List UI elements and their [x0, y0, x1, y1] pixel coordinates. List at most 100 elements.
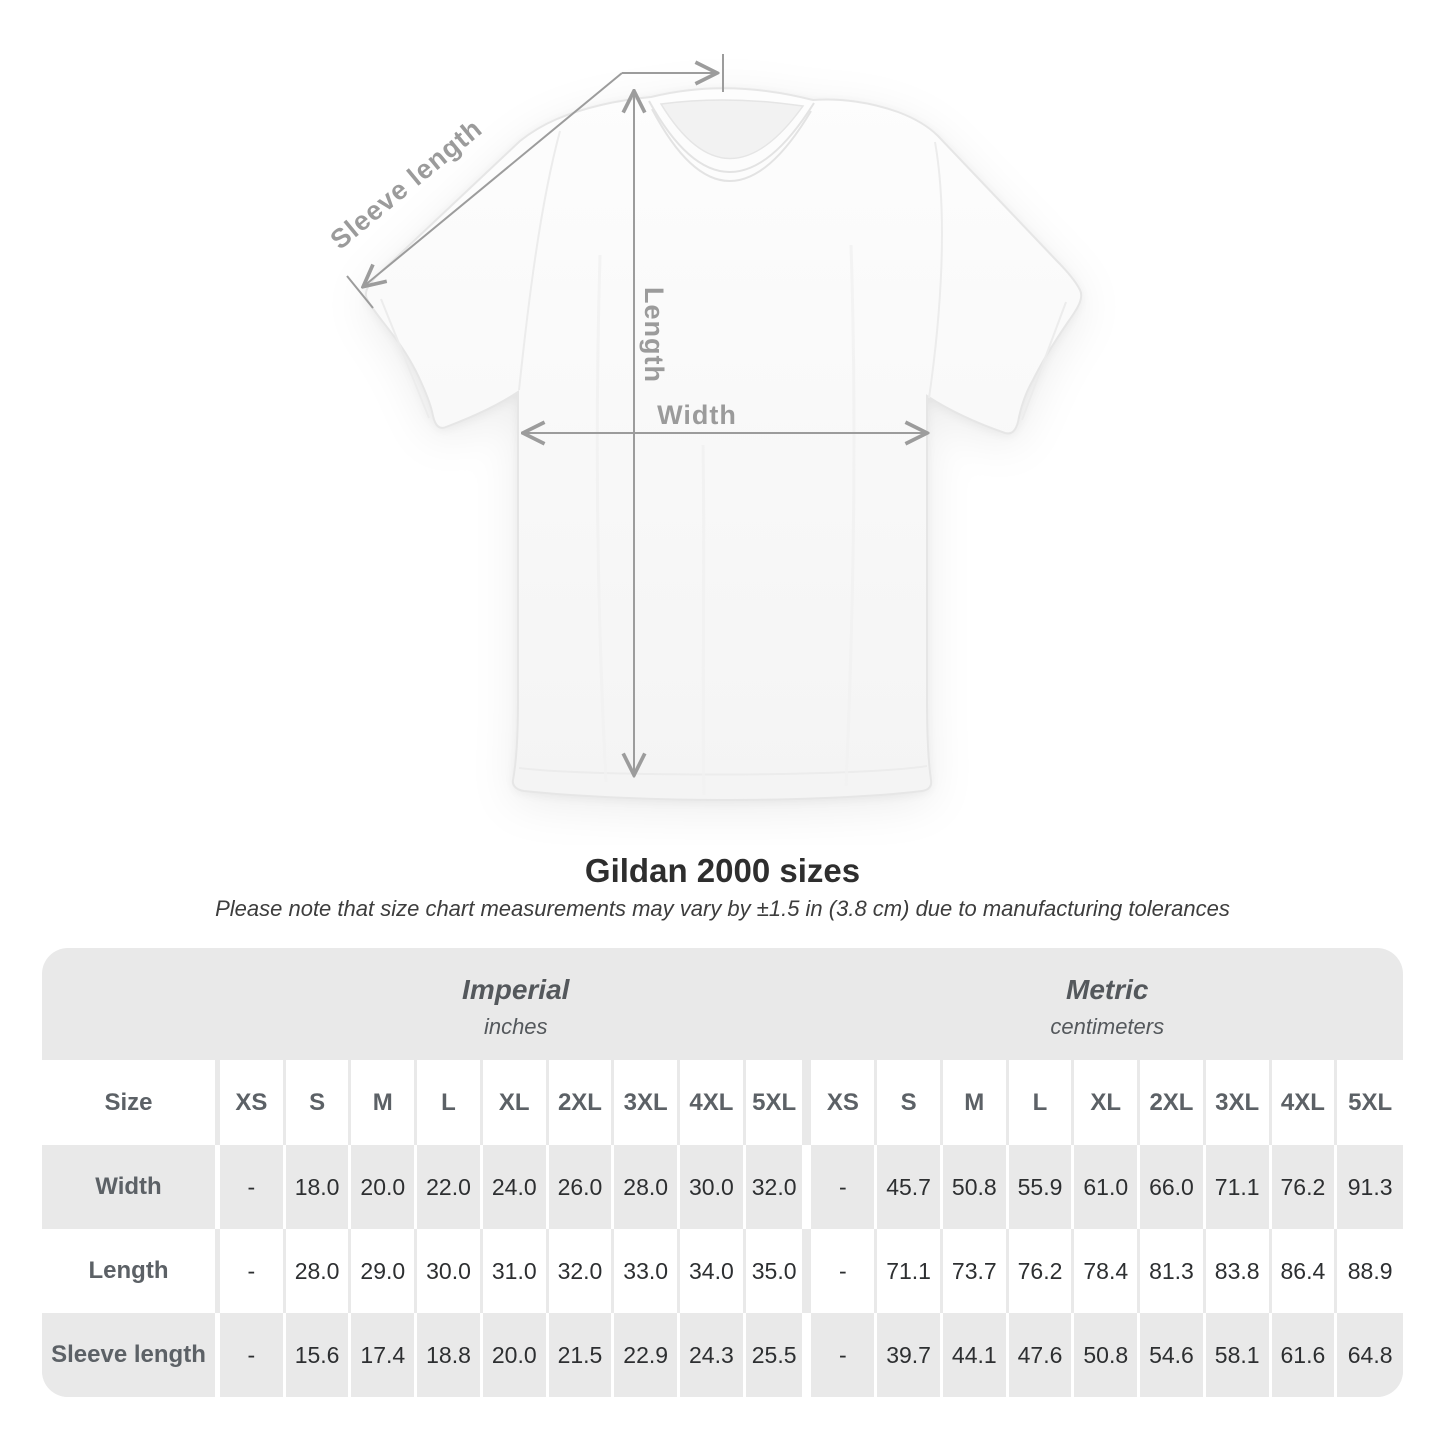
size-header-cell: L: [1008, 1060, 1075, 1145]
measurement-cell: 45.7: [877, 1145, 943, 1229]
tolerance-note: Please note that size chart measurements…: [215, 896, 1230, 921]
measurement-cell: 24.0: [482, 1145, 549, 1229]
measurement-cell: -: [220, 1229, 286, 1313]
measurement-cell: 18.0: [285, 1145, 352, 1229]
imperial-unit: inches: [483, 1014, 548, 1039]
measurement-cell: 17.4: [351, 1313, 418, 1397]
measurement-cell: 64.8: [1337, 1313, 1403, 1397]
measurement-cell: 28.0: [614, 1145, 681, 1229]
length-label: Length: [639, 287, 669, 383]
measurement-cell: 83.8: [1205, 1229, 1272, 1313]
measurement-cell: 55.9: [1008, 1145, 1075, 1229]
measurement-cell: 81.3: [1140, 1229, 1206, 1313]
measurement-cell: 50.8: [942, 1145, 1009, 1229]
row-label-cell: Sleeve length: [42, 1313, 220, 1397]
row-label-cell: Width: [42, 1145, 220, 1229]
band-spacer: [42, 948, 220, 1060]
measurement-cell: 39.7: [877, 1313, 943, 1397]
measurement-cell: 88.9: [1337, 1229, 1403, 1313]
measurement-cell: 15.6: [285, 1313, 352, 1397]
measurement-cell: 76.2: [1271, 1145, 1338, 1229]
size-table-grid: Size XS S M L XL 2XL 3XL 4XL 5XL XS S M L XL 2XL 3XL 4XL 5…: [42, 1060, 1403, 1397]
measurement-cell: 73.7: [942, 1229, 1009, 1313]
measurement-cell: 22.0: [417, 1145, 483, 1229]
measurement-cell: 61.6: [1271, 1313, 1338, 1397]
measurement-cell: 76.2: [1008, 1229, 1075, 1313]
tshirt-diagram: Sleeve length Length Width: [325, 54, 1083, 802]
measurement-cell: 30.0: [417, 1229, 483, 1313]
measurement-cell: -: [811, 1313, 878, 1397]
imperial-header: Imperial inches: [220, 948, 812, 1060]
page-title: Gildan 2000 sizes: [584, 852, 861, 889]
measurement-cell: 28.0: [285, 1229, 352, 1313]
imperial-title: Imperial: [462, 974, 570, 1005]
measurement-cell: 29.0: [351, 1229, 418, 1313]
size-header-cell: M: [351, 1060, 418, 1145]
measurement-cell: 26.0: [548, 1145, 615, 1229]
measurement-cell: 66.0: [1140, 1145, 1206, 1229]
size-header-cell: 5XL: [745, 1060, 812, 1145]
metric-unit: centimeters: [1050, 1014, 1165, 1039]
measurement-cell: 44.1: [942, 1313, 1009, 1397]
measurement-cell: 91.3: [1337, 1145, 1403, 1229]
measurement-cell: 47.6: [1008, 1313, 1075, 1397]
measurement-cell: -: [220, 1313, 286, 1397]
size-header-cell: XS: [220, 1060, 286, 1145]
table-row: Size XS S M L XL 2XL 3XL 4XL 5XL XS S M L XL 2XL 3XL 4XL 5…: [42, 1060, 1403, 1145]
size-header-cell: S: [285, 1060, 352, 1145]
size-header-cell: 2XL: [1140, 1060, 1206, 1145]
measurement-cell: 35.0: [745, 1229, 812, 1313]
sleeve-end-tick: [346, 275, 374, 309]
measurement-cell: 20.0: [351, 1145, 418, 1229]
measurement-diagram-svg: Sleeve length Length Width: [325, 54, 1083, 802]
measurement-cell: 33.0: [614, 1229, 681, 1313]
measurement-cell: 71.1: [877, 1229, 943, 1313]
width-label: Width: [657, 400, 737, 430]
row-label-cell: Length: [42, 1229, 220, 1313]
measurement-cell: 25.5: [745, 1313, 812, 1397]
unit-band: Imperial inches Metric centimeters: [42, 948, 1403, 1060]
size-header-cell: M: [942, 1060, 1009, 1145]
measurement-cell: 24.3: [680, 1313, 746, 1397]
sleeve-length-diagonal-line: [364, 72, 623, 286]
size-header-cell: 3XL: [614, 1060, 681, 1145]
measurement-cell: 31.0: [482, 1229, 549, 1313]
measurement-cell: -: [811, 1145, 878, 1229]
measurement-cell: 34.0: [680, 1229, 746, 1313]
measurement-cell: 58.1: [1205, 1313, 1272, 1397]
size-header-cell: XL: [1074, 1060, 1141, 1145]
size-column-header: Size: [42, 1060, 220, 1145]
measurement-cell: 78.4: [1074, 1229, 1141, 1313]
measurement-cell: 54.6: [1140, 1313, 1206, 1397]
measurement-cell: 61.0: [1074, 1145, 1141, 1229]
measurement-cell: 71.1: [1205, 1145, 1272, 1229]
metric-header: Metric centimeters: [812, 948, 1404, 1060]
size-header-cell: 4XL: [680, 1060, 746, 1145]
size-header-cell: S: [877, 1060, 943, 1145]
measurement-cell: -: [220, 1145, 286, 1229]
size-header-cell: 2XL: [548, 1060, 615, 1145]
measurement-cell: 50.8: [1074, 1313, 1141, 1397]
table-row: Sleeve length -15.6 17.4 18.8 20.0 21.5 22.9 24…: [42, 1313, 1403, 1397]
size-header-cell: L: [417, 1060, 483, 1145]
size-header-cell: XL: [482, 1060, 549, 1145]
measurement-cell: 32.0: [548, 1229, 615, 1313]
size-table: Imperial inches Metric centimeters Size X…: [42, 948, 1403, 1397]
size-header-cell: 3XL: [1205, 1060, 1272, 1145]
measurement-cell: 18.8: [417, 1313, 483, 1397]
size-header-cell: XS: [811, 1060, 878, 1145]
measurement-cell: -: [811, 1229, 878, 1313]
measurement-cell: 30.0: [680, 1145, 746, 1229]
size-header-cell: 4XL: [1271, 1060, 1338, 1145]
measurement-cell: 32.0: [745, 1145, 812, 1229]
table-row: Width -18.0 20.0 22.0 24.0 26.0 28.0 30.0 32.0-4…: [42, 1145, 1403, 1229]
measurement-cell: 86.4: [1271, 1229, 1338, 1313]
measurement-cell: 21.5: [548, 1313, 615, 1397]
metric-title: Metric: [1066, 974, 1149, 1005]
table-row: Length -28.0 29.0 30.0 31.0 32.0 33.0 34.0 35.0-…: [42, 1229, 1403, 1313]
measurement-cell: 22.9: [614, 1313, 681, 1397]
dimension-lines: [346, 54, 926, 774]
measurement-cell: 20.0: [482, 1313, 549, 1397]
size-header-cell: 5XL: [1337, 1060, 1403, 1145]
